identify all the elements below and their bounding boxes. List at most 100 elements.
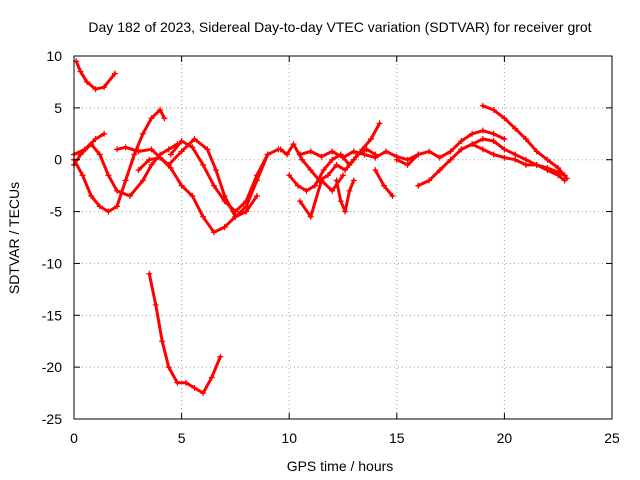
data-point <box>320 167 327 174</box>
data-point <box>105 172 112 179</box>
series-arc18 <box>459 137 567 177</box>
data-point <box>490 106 497 113</box>
plot-frame <box>73 55 613 420</box>
data-point <box>159 338 166 345</box>
y-tick-label: -15 <box>42 307 62 323</box>
data-point <box>264 151 271 158</box>
data-point <box>148 161 155 168</box>
data-point <box>415 151 422 158</box>
data-point <box>148 146 155 153</box>
data-point <box>208 374 215 381</box>
data-point <box>243 203 250 210</box>
data-point <box>83 78 90 85</box>
data-point <box>200 161 207 168</box>
data-point <box>447 148 454 155</box>
data-point <box>167 165 174 172</box>
data-point <box>522 135 529 142</box>
data-point <box>490 151 497 158</box>
data-point <box>189 144 196 151</box>
y-tick-label: 0 <box>54 152 62 168</box>
data-point <box>92 135 99 142</box>
y-tick-label: -20 <box>42 359 62 375</box>
data-point <box>200 213 207 220</box>
data-point <box>191 384 198 391</box>
data-point <box>361 151 368 158</box>
data-point <box>469 141 476 148</box>
data-point <box>380 182 387 189</box>
series-arc1 <box>74 59 117 91</box>
data-point <box>213 167 220 174</box>
data-point <box>146 156 153 163</box>
data-point <box>490 130 497 137</box>
data-point <box>501 115 508 122</box>
data-point <box>533 148 540 155</box>
data-point <box>490 138 497 145</box>
data-point <box>533 161 540 168</box>
chart-title: Day 182 of 2023, Sidereal Day-to-day VTE… <box>88 19 591 35</box>
data-point <box>479 135 486 142</box>
data-point <box>299 156 306 163</box>
data-point <box>232 208 239 215</box>
data-point <box>146 270 153 277</box>
data-point <box>122 177 129 184</box>
series-arc3 <box>72 108 166 214</box>
data-point <box>221 198 228 205</box>
data-point <box>333 161 340 168</box>
data-point <box>204 146 211 153</box>
data-point <box>404 161 411 168</box>
data-point <box>243 198 250 205</box>
data-point <box>563 175 570 182</box>
data-point <box>152 301 159 308</box>
data-point <box>296 151 303 158</box>
data-point <box>367 135 374 142</box>
data-point <box>469 130 476 137</box>
data-point <box>157 154 164 161</box>
data-point <box>81 146 88 153</box>
data-point <box>111 70 118 77</box>
data-point <box>436 154 443 161</box>
data-point <box>88 193 95 200</box>
series-arc4 <box>72 132 106 156</box>
data-point <box>114 146 121 153</box>
data-point <box>512 125 519 132</box>
data-point <box>501 146 508 153</box>
data-point <box>324 172 331 179</box>
data-point <box>92 86 99 93</box>
data-point <box>277 146 284 153</box>
data-point <box>178 182 185 189</box>
data-point <box>178 148 185 155</box>
data-point <box>284 151 291 158</box>
data-point <box>447 156 454 163</box>
data-point <box>512 151 519 158</box>
data-point <box>210 229 217 236</box>
data-point <box>191 135 198 142</box>
data-point <box>318 177 325 184</box>
data-point <box>232 213 239 220</box>
data-point <box>294 182 301 189</box>
data-point <box>561 172 568 179</box>
y-tick-label: -5 <box>50 204 63 220</box>
data-point <box>426 177 433 184</box>
data-point <box>307 213 314 220</box>
data-point <box>105 208 112 215</box>
data-point <box>340 154 346 161</box>
data-point <box>479 146 486 153</box>
data-point <box>139 130 146 137</box>
data-point <box>501 135 508 142</box>
data-point <box>114 187 121 194</box>
data-point <box>217 353 224 360</box>
data-series <box>71 58 570 397</box>
data-point <box>178 138 185 145</box>
series-arc16 <box>416 142 567 188</box>
data-point <box>458 138 465 145</box>
y-tick-label: -25 <box>42 411 62 427</box>
data-point <box>96 203 103 210</box>
x-tick-label: 5 <box>178 430 186 446</box>
data-point <box>312 182 319 189</box>
data-point <box>389 193 396 200</box>
data-point <box>426 148 433 155</box>
data-point <box>479 102 486 109</box>
data-point <box>165 146 172 153</box>
grid <box>74 56 612 419</box>
